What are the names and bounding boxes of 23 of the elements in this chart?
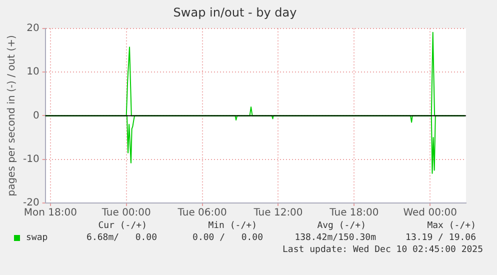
text: 0.00 / 0.00 — [192, 233, 263, 243]
text: 6.68m/ 0.00 — [86, 233, 157, 243]
y-axis-title: pages per second in (-) / out (+) — [6, 35, 18, 196]
text: 138.42m/150.30m — [294, 233, 376, 243]
y-tick-label: 10 — [26, 66, 40, 78]
text: Min (-/+) — [208, 221, 257, 231]
x-tick-label: Mon 18:00 — [24, 208, 77, 219]
text: 13.19 / 19.06 — [406, 233, 476, 243]
chart-title: Swap in/out - by day — [173, 5, 297, 20]
text: Last update: Wed Dec 10 02:45:00 2025 — [282, 245, 483, 255]
x-tick-label: Tue 12:00 — [252, 208, 303, 219]
text: Cur (-/+) — [98, 221, 147, 231]
x-tick-label: Tue 06:00 — [176, 208, 227, 219]
y-tick-label: -10 — [22, 154, 40, 165]
x-tick-label: Tue 18:00 — [328, 208, 379, 219]
legend-label: swap — [26, 233, 48, 243]
y-tick-label: 0 — [32, 110, 40, 122]
text: Avg (-/+) — [317, 221, 366, 231]
y-tick-label: 20 — [26, 22, 40, 34]
x-tick-label: Wed 00:00 — [403, 208, 458, 219]
y-tick-label: -20 — [22, 198, 40, 209]
x-tick-label: Tue 00:00 — [100, 208, 151, 219]
text: Max (-/+) — [427, 221, 476, 231]
